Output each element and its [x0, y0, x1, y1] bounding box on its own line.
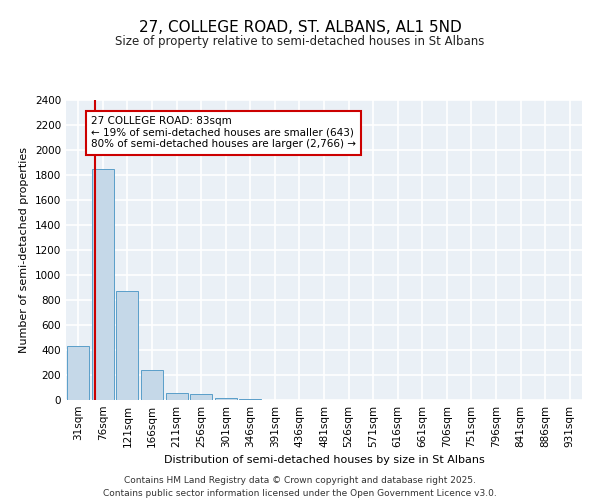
- X-axis label: Distribution of semi-detached houses by size in St Albans: Distribution of semi-detached houses by …: [164, 456, 484, 466]
- Y-axis label: Number of semi-detached properties: Number of semi-detached properties: [19, 147, 29, 353]
- Text: 27, COLLEGE ROAD, ST. ALBANS, AL1 5ND: 27, COLLEGE ROAD, ST. ALBANS, AL1 5ND: [139, 20, 461, 35]
- Bar: [190, 394, 212, 400]
- Bar: [67, 346, 89, 400]
- Bar: [166, 392, 188, 400]
- Bar: [215, 398, 237, 400]
- Text: Contains HM Land Registry data © Crown copyright and database right 2025.
Contai: Contains HM Land Registry data © Crown c…: [103, 476, 497, 498]
- Bar: [92, 169, 114, 400]
- Bar: [141, 370, 163, 400]
- Text: 27 COLLEGE ROAD: 83sqm
← 19% of semi-detached houses are smaller (643)
80% of se: 27 COLLEGE ROAD: 83sqm ← 19% of semi-det…: [91, 116, 356, 150]
- Text: Size of property relative to semi-detached houses in St Albans: Size of property relative to semi-detach…: [115, 35, 485, 48]
- Bar: [116, 291, 139, 400]
